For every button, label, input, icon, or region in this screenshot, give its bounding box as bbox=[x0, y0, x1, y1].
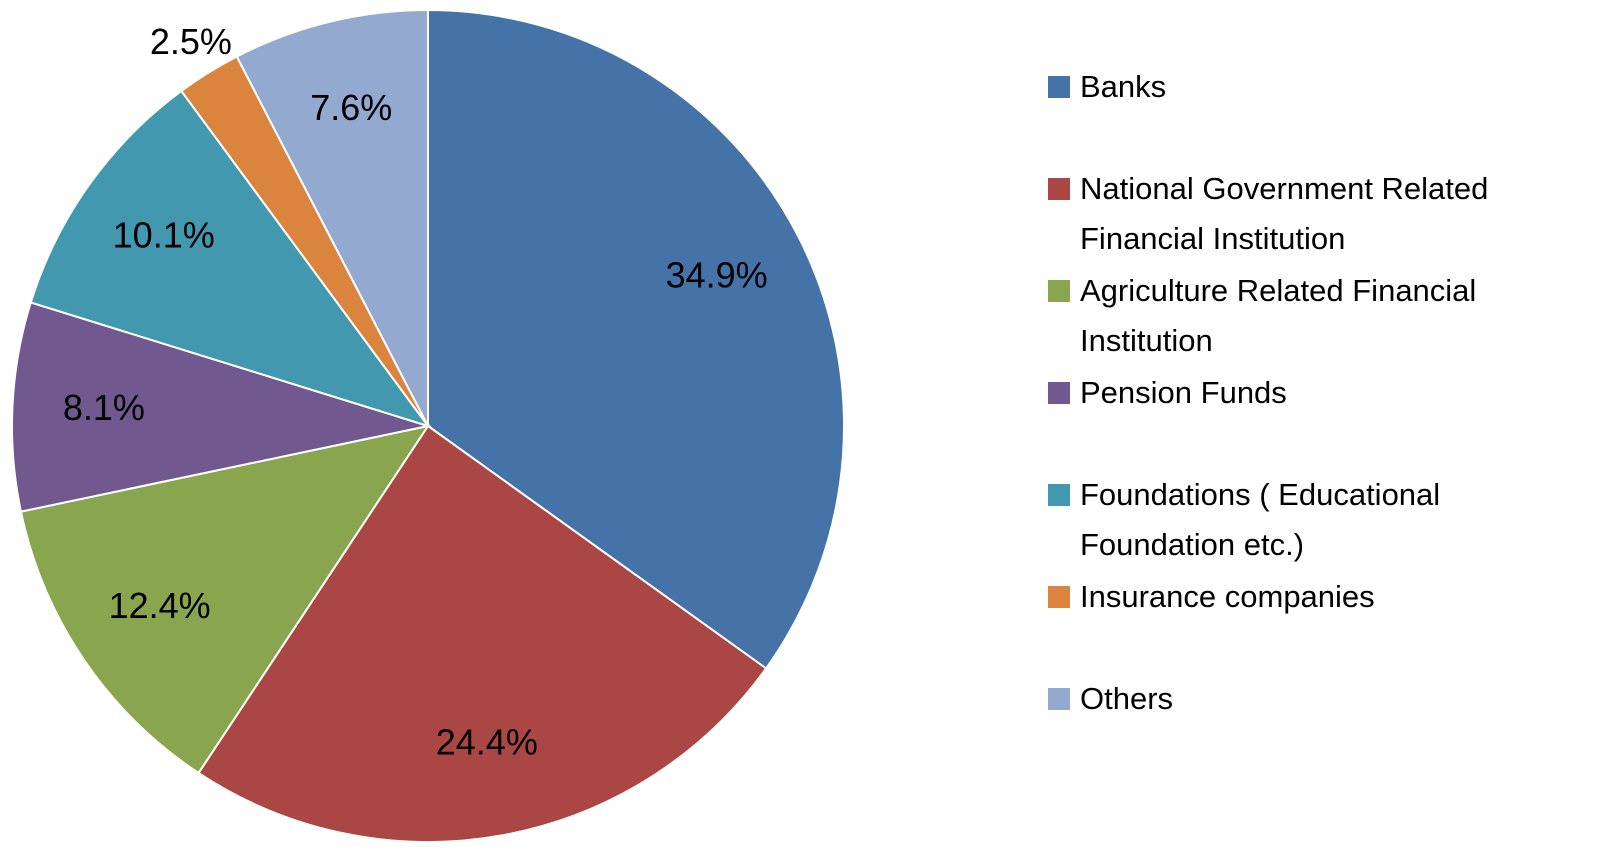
pie-slice bbox=[197, 424, 768, 843]
data-label: 12.4% bbox=[109, 585, 211, 626]
legend-label: Banks bbox=[1080, 69, 1167, 104]
legend-item: Insurance companies bbox=[1048, 572, 1568, 622]
pie-slice bbox=[19, 424, 431, 775]
data-label: 24.4% bbox=[436, 722, 538, 763]
legend-item: Banks bbox=[1048, 62, 1568, 112]
data-label: 10.1% bbox=[113, 214, 215, 255]
pie-slice bbox=[11, 301, 432, 513]
pie-slice bbox=[427, 8, 845, 670]
legend-swatch bbox=[1048, 586, 1070, 608]
legend-swatch bbox=[1048, 178, 1070, 200]
legend-item: National Government Related Financial In… bbox=[1048, 164, 1568, 264]
legend-label: Agriculture Related Financial Institutio… bbox=[1080, 273, 1477, 358]
legend-swatch bbox=[1048, 484, 1070, 506]
legend-label: Foundations ( Educational Foundation etc… bbox=[1080, 477, 1441, 562]
legend-label: Pension Funds bbox=[1080, 375, 1287, 410]
legend-label: Others bbox=[1080, 681, 1174, 716]
legend-swatch bbox=[1048, 280, 1070, 302]
legend-item: Pension Funds bbox=[1048, 368, 1568, 418]
legend-label: Insurance companies bbox=[1080, 579, 1375, 614]
legend-swatch bbox=[1048, 382, 1070, 404]
legend-item: Others bbox=[1048, 674, 1568, 724]
legend-label: National Government Related Financial In… bbox=[1080, 171, 1489, 256]
data-label: 7.6% bbox=[310, 87, 392, 128]
legend-item: Agriculture Related Financial Institutio… bbox=[1048, 266, 1568, 366]
data-label: 2.5% bbox=[150, 21, 232, 62]
legend-item: Foundations ( Educational Foundation etc… bbox=[1048, 470, 1568, 570]
legend-swatch bbox=[1048, 76, 1070, 98]
pie-slice bbox=[29, 89, 431, 428]
data-label: 8.1% bbox=[63, 387, 145, 428]
pie-slice bbox=[235, 8, 429, 427]
data-label: 34.9% bbox=[666, 254, 768, 295]
legend-swatch bbox=[1048, 688, 1070, 710]
